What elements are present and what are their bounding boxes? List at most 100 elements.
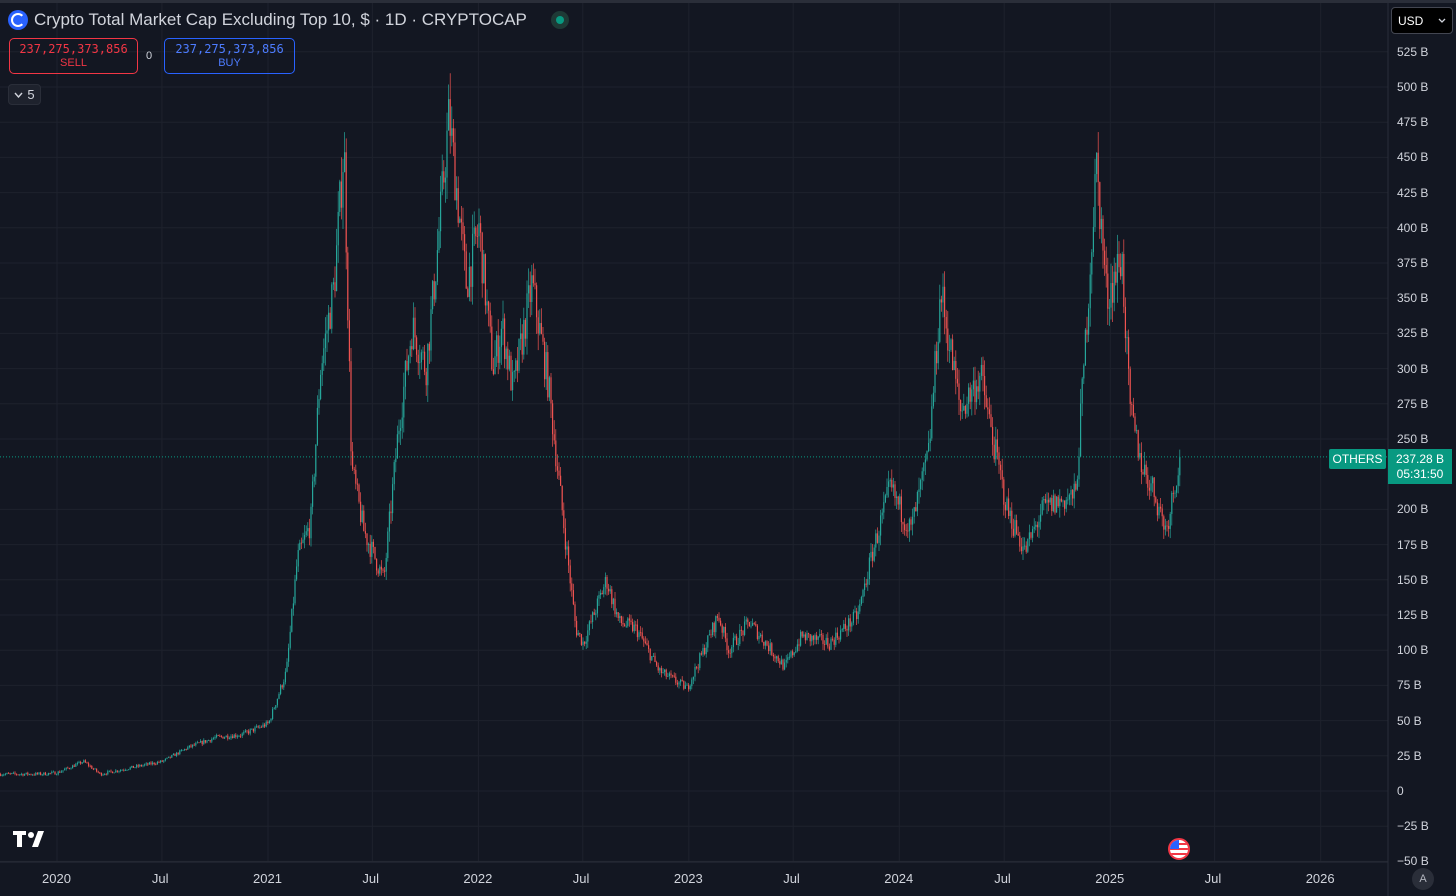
candle [508,349,510,372]
candle [326,314,328,352]
candle [1171,490,1173,526]
candle [1086,316,1088,343]
candle [24,773,26,776]
candle [371,535,373,564]
candle [203,738,205,745]
candle [278,692,280,700]
candle [288,643,290,667]
time-axis-label: 2024 [884,871,914,886]
candle [334,266,336,298]
market-status-icon[interactable] [550,11,569,29]
candle [224,736,226,739]
candle [409,340,411,364]
candle [715,615,717,639]
candle [248,729,250,736]
candle [1105,246,1107,288]
candle [105,772,107,776]
symbol-title-bar[interactable]: Crypto Total Market Cap Excluding Top 10… [8,9,569,31]
candle [294,574,296,606]
candle [211,737,213,744]
time-axis-label: Jul [572,871,590,886]
candle [588,620,590,636]
candle [1065,496,1067,513]
candle [654,652,656,663]
candle [974,366,976,415]
indicators-collapse-button[interactable]: 5 [8,84,41,105]
candle [1142,469,1144,475]
candle [867,571,869,591]
candle [776,655,778,663]
candle [859,599,861,615]
candle [764,640,766,650]
candle [905,523,907,537]
candle [672,674,674,678]
time-axis-label: 2023 [673,871,703,886]
candle [217,734,219,736]
candle [1041,497,1043,516]
candle [89,764,91,768]
candle [331,282,333,334]
candle [1113,257,1115,312]
candle [932,386,934,409]
candle [449,73,451,154]
candle [1048,492,1050,512]
candle [195,741,197,747]
candle [763,641,765,650]
candle [299,539,301,551]
buy-button[interactable]: 237,275,373,856 BUY [164,38,295,74]
candle [995,426,997,466]
candle [416,335,418,363]
candle [14,771,16,776]
candle [505,346,507,370]
candle [51,770,53,775]
sell-button[interactable]: 237,275,373,856 SELL [9,38,138,74]
tradingview-logo-icon[interactable] [13,829,47,849]
candle [728,645,730,659]
candle [980,357,982,381]
candle [790,650,792,659]
candle [1070,485,1072,506]
candle [758,631,760,644]
candle [507,341,509,381]
candle [566,541,568,556]
candle [838,636,840,644]
candle [1129,366,1131,417]
candle [748,621,750,627]
us-flag-icon[interactable] [1168,838,1190,860]
auto-scale-button[interactable]: A [1412,868,1434,890]
candle [726,632,728,655]
candle [75,762,77,767]
candle [620,615,622,627]
candle [481,231,483,298]
candle [44,771,46,776]
candle [155,762,157,766]
candle [208,739,210,741]
candle [960,399,962,421]
candle [856,607,858,625]
candle [252,728,254,733]
candle [276,698,278,708]
candle [889,478,891,488]
candle [585,635,587,650]
chevron-down-icon [14,92,23,98]
candle [545,341,547,390]
candle [158,760,160,764]
candle [1032,525,1034,543]
candle [1124,297,1126,353]
candle [1140,442,1142,485]
candle [827,632,829,649]
candle [72,764,74,769]
candle [587,624,589,648]
candle [969,382,971,410]
candle [400,419,402,446]
candle [865,578,867,588]
candle [1137,429,1139,461]
candle [680,678,682,686]
candle [41,773,43,777]
currency-select[interactable]: USD [1391,7,1453,34]
candle [689,684,691,692]
price-axis-label: 375 B [1397,256,1429,270]
candle [296,559,298,582]
candle [83,759,85,763]
